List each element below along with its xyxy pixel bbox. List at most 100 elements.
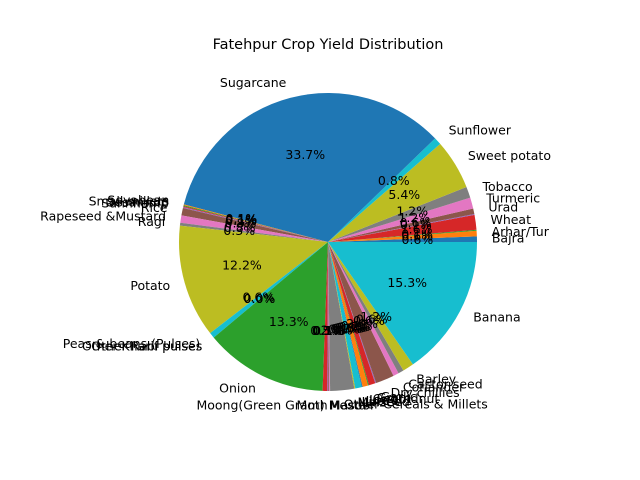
percent-label-dry-chillies: 2.0%: [346, 316, 378, 331]
percent-label-bajra: 0.6%: [402, 232, 434, 247]
percent-label-onion: 13.3%: [269, 314, 309, 329]
percent-label-sweet-potato: 5.4%: [388, 187, 420, 202]
slice-maize: [328, 242, 356, 389]
slice-label-linseed: Linseed: [362, 394, 410, 409]
slice-label-arhar-tur: Arhar/Tur: [492, 224, 550, 239]
slice-label-wheat: Wheat: [490, 212, 531, 227]
slice-label-masoor: Masoor: [330, 397, 376, 412]
slice-label-dry-chillies: Dry chillies: [391, 385, 460, 400]
slice-jute: [328, 242, 363, 388]
percent-label-slice: 0.1%: [401, 226, 433, 241]
percent-label-garlic: 0.1%: [341, 318, 373, 333]
percent-label-tobacco: 1.2%: [396, 204, 428, 219]
slice-rapeseed-mustard: [180, 215, 328, 242]
slice-label-peas-beans-pulses: Peas & beans (Pulses): [63, 336, 201, 351]
slice-label-castor-seed: Castor seed: [408, 376, 482, 391]
slice-mesta: [328, 242, 330, 391]
percent-label-other-kharif-pulses: 0.0%: [244, 291, 276, 306]
slice-label-gram: Gram: [377, 390, 412, 405]
slice-label-other-rabi-pulses: Other Rabi pulses: [91, 339, 202, 354]
slice-urad: [328, 208, 475, 242]
slice-sugarcane: [183, 92, 436, 242]
percent-label-sunflower: 0.8%: [378, 173, 410, 188]
percent-label-groundnut: 0.1%: [336, 320, 368, 335]
slice-label-garlic: Garlic: [381, 389, 417, 404]
percent-label-castor-seed: 0.6%: [356, 311, 388, 326]
slice-slice: [328, 213, 475, 242]
slice-turmeric: [328, 197, 474, 242]
slice-dry-chillies: [328, 242, 394, 383]
slice-label-banana: Banana: [473, 309, 520, 324]
percent-label-rice: 0.8%: [225, 215, 257, 230]
slice-moth: [327, 242, 329, 391]
slice-linseed: [328, 242, 362, 389]
slice-label-mesta: Mesta: [329, 397, 367, 412]
percent-label-potato: 12.2%: [222, 258, 262, 273]
percent-label-masoor: 0.1%: [313, 323, 345, 338]
percent-label-urad: 0.6%: [400, 215, 432, 230]
slice-sweet-potato: [328, 143, 467, 242]
slice-gram: [328, 242, 376, 386]
percent-label-arhar-tur: 0.6%: [401, 228, 433, 243]
percent-label-banana: 15.3%: [387, 275, 427, 290]
percent-label-jute: 0.1%: [333, 321, 365, 336]
slice-tobacco: [328, 186, 471, 242]
slice-label-moong-green-gram: Moong(Green Gram): [196, 397, 324, 412]
slice-label-potato: Potato: [130, 278, 170, 293]
slice-label-sugarcane: Sugarcane: [220, 75, 287, 90]
slice-label-urad: Urad: [488, 200, 518, 215]
slice-label-moth: Moth: [296, 397, 327, 412]
slice-label-coriander: Coriander: [403, 379, 465, 394]
slice-label-onion: Onion: [219, 381, 256, 396]
slice-sunflower: [328, 138, 441, 242]
slice-label-sweet-potato: Sweet potato: [468, 148, 551, 163]
percent-label-wheat: 1.6%: [401, 222, 433, 237]
slice-castor-seed: [328, 242, 404, 374]
percent-label-maize: 0.1%: [328, 321, 360, 336]
slice-wheat: [328, 214, 477, 242]
percent-label-linseed: 0.7%: [330, 321, 362, 336]
slice-jowar: [328, 242, 369, 387]
pie-percent-labels: 0.6%0.6%0.1%1.6%0.1%0.6%1.2%1.2%5.4%0.8%…: [222, 147, 433, 338]
slice-onion: [213, 242, 328, 391]
slice-label-maize: Maize: [358, 395, 394, 410]
slice-barley: [328, 242, 413, 371]
percent-label-gram: 0.7%: [339, 319, 371, 334]
slice-garlic: [328, 242, 377, 384]
slice-masoor: [328, 242, 331, 391]
slice-label-sesamum: Sesamum: [107, 195, 169, 210]
percent-label-other-rabi-pulses: 0.0%: [244, 291, 276, 306]
slice-coriander: [328, 242, 399, 376]
percent-label-soyabean: 0.1%: [226, 211, 258, 226]
percent-label-other-cereals-millets: 2.6%: [321, 322, 353, 337]
slice-peas-beans-pulses: [210, 242, 328, 338]
percent-label-rapeseed-mustard: 0.8%: [224, 220, 256, 235]
percent-label-barley: 1.2%: [360, 309, 392, 324]
slice-rice: [181, 208, 328, 242]
slice-small-millets: [183, 205, 328, 242]
slice-label-sunflower: Sunflower: [449, 123, 512, 138]
slice-moong-green-gram: [322, 242, 328, 391]
percent-label-turmeric: 1.2%: [398, 210, 430, 225]
pie-slices: [179, 92, 477, 391]
slice-potato: [179, 225, 328, 334]
percent-label-coriander: 0.6%: [353, 313, 385, 328]
slice-label-other-cereals-millets: Other Cereals & Millets: [344, 397, 488, 412]
percent-label-sannhamp: 0.1%: [225, 213, 257, 228]
slice-label-jowar: Jowar: [368, 392, 404, 407]
slice-label-soyabean: Soyabean: [107, 193, 169, 208]
percent-label-moong-green-gram: 0.5%: [310, 323, 342, 338]
slice-label-tobacco: Tobacco: [482, 179, 533, 194]
slice-label-rapeseed-mustard: Rapeseed &Mustard: [40, 208, 166, 223]
slice-banana: [328, 242, 477, 365]
slice-label-other-kharif-pulses: Other Kharif pulses: [82, 339, 202, 354]
slice-bajra: [328, 236, 477, 242]
slice-label-sannhamp: Sannhamp: [101, 196, 168, 211]
slice-soyabean: [183, 204, 328, 242]
slice-arhar-tur: [328, 230, 477, 242]
slice-label-small-millets: Small millets: [89, 194, 169, 209]
slice-groundnut: [328, 242, 370, 386]
